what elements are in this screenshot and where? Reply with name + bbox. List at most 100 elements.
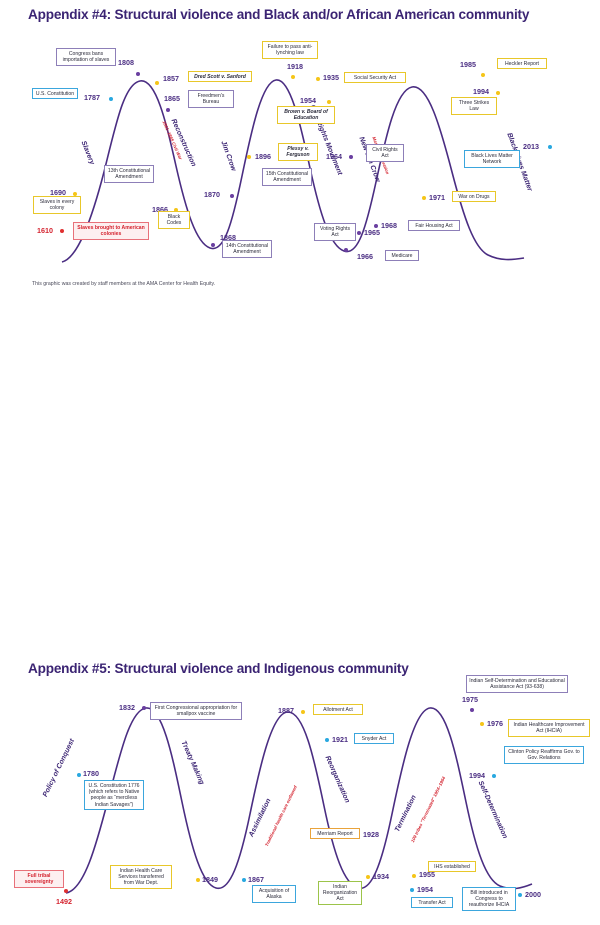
callout-1975[interactable]: Indian Self-Determination and Educationa… — [466, 675, 568, 693]
year-label-1866: 1866 — [152, 205, 168, 214]
event-dot-1955[interactable] — [412, 874, 416, 878]
year-label-1918: 1918 — [287, 62, 303, 71]
callout-1787[interactable]: U.S. Constitution — [32, 88, 78, 100]
callout-1935[interactable]: Social Security Act — [344, 72, 406, 84]
callout-1690[interactable]: Slaves in every colony — [33, 196, 81, 214]
callout-1867[interactable]: Acquisition of Alaska — [252, 885, 296, 903]
appendix-5-infographic: Appendix #5: Structural violence and Ind… — [0, 325, 600, 912]
callout-1965[interactable]: Voting Rights Act — [314, 223, 356, 241]
year-label-1610: 1610 — [37, 226, 53, 235]
event-dot-1964[interactable] — [349, 155, 353, 159]
event-dot-1994[interactable] — [492, 774, 496, 778]
year-label-1849: 1849 — [202, 875, 218, 884]
event-dot-1921[interactable] — [325, 738, 329, 742]
callout-1985[interactable]: Heckler Report — [497, 58, 547, 70]
year-label-1867: 1867 — [248, 875, 264, 884]
year-label-1935: 1935 — [323, 73, 339, 82]
event-dot-1868[interactable] — [211, 243, 215, 247]
event-dot-1918[interactable] — [291, 75, 295, 79]
year-label-1832: 1832 — [119, 703, 135, 712]
year-label-2000: 2000 — [525, 890, 541, 899]
event-dot-1985[interactable] — [481, 73, 485, 77]
event-dot-1896[interactable] — [247, 155, 251, 159]
callout-1887[interactable]: Allotment Act — [313, 704, 363, 716]
callout-1971[interactable]: War on Drugs — [452, 191, 496, 203]
event-dot-1849[interactable] — [196, 878, 200, 882]
event-dot-1870[interactable] — [230, 194, 234, 198]
callout-1870[interactable]: 15th Constitutional Amendment — [262, 168, 312, 186]
callout-1928[interactable]: Merriam Report — [310, 828, 360, 840]
callout-13th-amendment[interactable]: 13th Constitutional Amendment — [104, 165, 154, 183]
event-dot-1975[interactable] — [470, 708, 474, 712]
event-dot-1935[interactable] — [316, 77, 320, 81]
year-label-1975: 1975 — [462, 695, 478, 704]
callout-1955[interactable]: IHS established — [428, 861, 476, 873]
event-dot-1887[interactable] — [301, 710, 305, 714]
callout-1994[interactable]: Three Strikes Law — [451, 97, 497, 115]
year-label-1857: 1857 — [163, 74, 179, 83]
callout-1966[interactable]: Medicare — [385, 250, 419, 262]
year-label-1968: 1968 — [381, 221, 397, 230]
event-dot-1971[interactable] — [422, 196, 426, 200]
page-title-appendix-4: Appendix #4: Structural violence and Bla… — [28, 7, 530, 22]
callout-1865[interactable]: Freedmen's Bureau — [188, 90, 234, 108]
event-dot-1954[interactable] — [327, 100, 331, 104]
callout-2013[interactable]: Black Lives Matter Network — [464, 150, 520, 168]
callout-1896[interactable]: Plessy v. Ferguson — [278, 143, 318, 161]
event-dot-1866[interactable] — [174, 208, 178, 212]
year-label-1690: 1690 — [50, 188, 66, 197]
event-dot-1610[interactable] — [60, 229, 64, 233]
year-label-1994: 1994 — [469, 771, 485, 780]
callout-1849[interactable]: Indian Health Care Services transferred … — [110, 865, 172, 890]
appendix-4-infographic: Appendix #4: Structural violence and Bla… — [0, 0, 600, 305]
year-label-1954: 1954 — [300, 96, 316, 105]
event-dot-1857[interactable] — [155, 81, 159, 85]
event-dot-1780[interactable] — [77, 773, 81, 777]
callout-1610[interactable]: Slaves brought to American colonies — [73, 222, 149, 240]
callout-1994[interactable]: Clinton Policy Reaffirms Gov. to Gov. Re… — [504, 746, 584, 764]
event-dot-1954[interactable] — [410, 888, 414, 892]
callout-1976[interactable]: Indian Healthcare Improvement Act (IHCIA… — [508, 719, 590, 737]
callout-1954[interactable]: Brown v. Board of Education — [277, 106, 335, 124]
event-dot-2000[interactable] — [518, 893, 522, 897]
event-dot-1976[interactable] — [480, 722, 484, 726]
year-label-1870: 1870 — [204, 190, 220, 199]
year-label-1887: 1887 — [278, 706, 294, 715]
callout-1808[interactable]: Congress bans importation of slaves — [56, 48, 116, 66]
callout-1954[interactable]: Transfer Act — [411, 897, 453, 909]
callout-1857[interactable]: Dred Scott v. Sanford — [188, 71, 252, 83]
year-label-1954: 1954 — [417, 885, 433, 894]
event-dot-1867[interactable] — [242, 878, 246, 882]
year-label-1965: 1965 — [364, 228, 380, 237]
callout-1918[interactable]: Failure to pass anti-lynching law — [262, 41, 318, 59]
event-dot-1690[interactable] — [73, 192, 77, 196]
year-label-1964: 1964 — [326, 152, 342, 161]
event-dot-1865[interactable] — [166, 108, 170, 112]
callout-2000[interactable]: Bill introduced in Congress to reauthori… — [462, 887, 516, 912]
event-dot-1787[interactable] — [109, 97, 113, 101]
event-dot-1832[interactable] — [142, 706, 146, 710]
year-label-1985: 1985 — [460, 60, 476, 69]
event-dot-1965[interactable] — [357, 231, 361, 235]
callout-1921[interactable]: Snyder Act — [354, 733, 394, 745]
callout-1866[interactable]: Black Codes — [158, 211, 190, 229]
event-dot-1968[interactable] — [374, 224, 378, 228]
event-dot-2013[interactable] — [548, 145, 552, 149]
callout-1968[interactable]: Fair Housing Act — [408, 220, 460, 232]
event-dot-1994[interactable] — [496, 91, 500, 95]
year-label-1928: 1928 — [363, 830, 379, 839]
event-dot-1934[interactable] — [366, 875, 370, 879]
year-label-1921: 1921 — [332, 735, 348, 744]
timeline-curve-appendix-4 — [61, 79, 525, 263]
year-label-1865: 1865 — [164, 94, 180, 103]
callout-1492[interactable]: Full tribal sovereignty — [14, 870, 64, 888]
event-dot-1808[interactable] — [136, 72, 140, 76]
event-dot-1492[interactable] — [64, 889, 68, 893]
event-dot-1966[interactable] — [344, 248, 348, 252]
callout-1780[interactable]: U.S. Constitution 1776 (which refers to … — [84, 780, 144, 811]
year-label-1971: 1971 — [429, 193, 445, 202]
callout-1964[interactable]: Civil Rights Act — [366, 144, 404, 162]
callout-1832[interactable]: First Congressional appropriation for sm… — [150, 702, 242, 720]
callout-1868[interactable]: 14th Constitutional Amendment — [222, 240, 272, 258]
callout-1934[interactable]: Indian Reorganization Act — [318, 881, 362, 906]
